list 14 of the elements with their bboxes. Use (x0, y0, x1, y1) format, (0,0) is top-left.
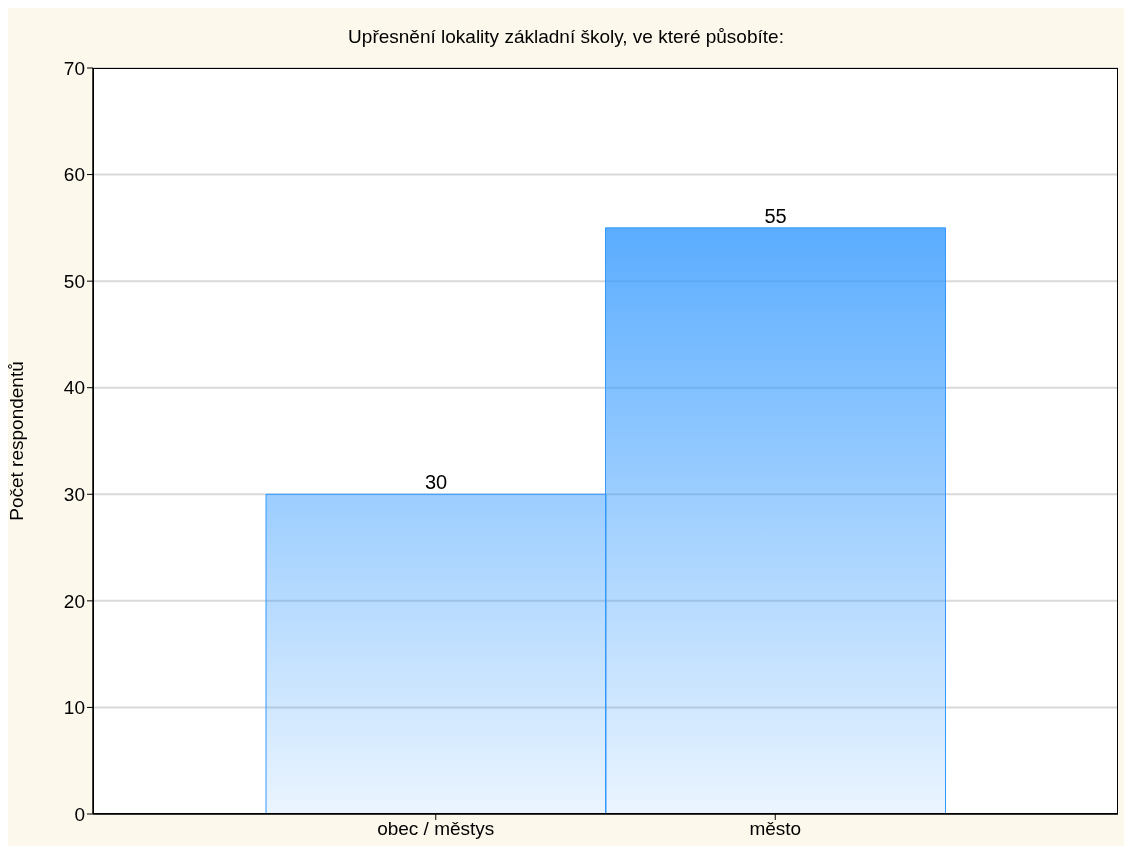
y-tick-label: 30 (63, 484, 85, 506)
y-tick-label: 10 (63, 697, 85, 719)
y-tick-label: 20 (63, 590, 85, 612)
data-label: 55 (764, 204, 787, 227)
x-tick-label: město (749, 818, 802, 840)
y-tick-label: 50 (63, 270, 85, 292)
y-tick-label: 60 (63, 164, 85, 186)
chart-title: Upřesnění lokality základní školy, ve které působíte: (347, 26, 785, 48)
y-tick-label: 40 (63, 377, 85, 399)
y-tick-label: 0 (74, 803, 85, 825)
data-label: 30 (424, 471, 448, 494)
y-axis-title: Počet respondentů (5, 361, 27, 521)
x-tick-label: obec / městys (377, 818, 495, 840)
y-tick-label: 70 (63, 57, 85, 79)
